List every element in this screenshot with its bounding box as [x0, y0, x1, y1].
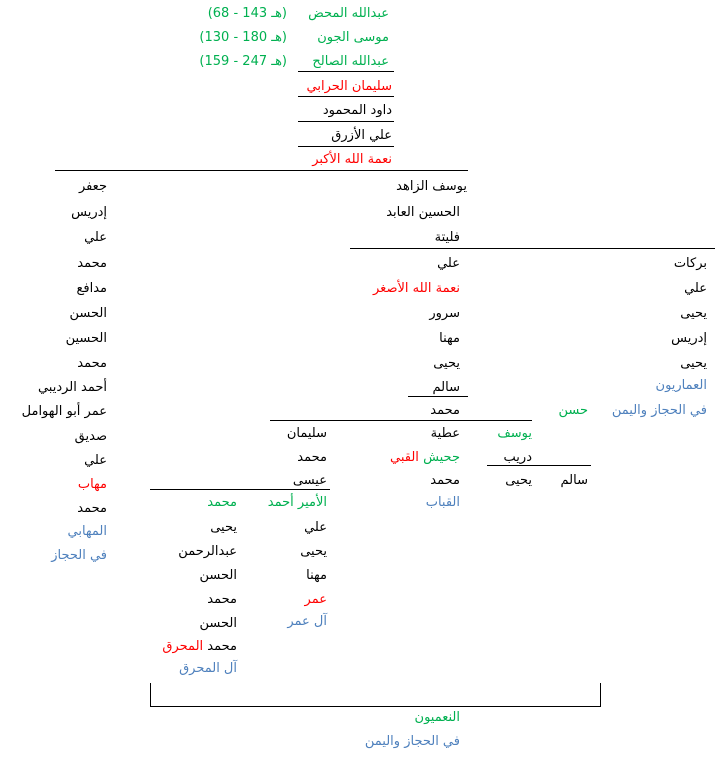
middle-column-name: يحيى	[433, 356, 460, 371]
branch-line	[487, 465, 591, 466]
muhammad-column-name: عبدالرحمن	[178, 544, 237, 559]
middle-column-name: مهنا	[439, 331, 460, 346]
left-column-name: مدافع	[76, 281, 107, 296]
connector-line	[298, 96, 394, 97]
muhammad-column-name: محمد	[207, 592, 237, 607]
yusuf-branch-name: سالم	[560, 473, 588, 488]
mahruq-name: محمد	[207, 639, 237, 654]
right-column-name: في الحجاز واليمن	[611, 403, 707, 418]
muhammad-column-name: الحسن	[199, 616, 237, 631]
left-column-name: الحسين	[65, 331, 107, 346]
left-column-name: صديق	[74, 429, 107, 444]
left-column-name: المهابي	[67, 524, 108, 539]
left-column-name: جعفر	[78, 179, 107, 194]
trunk-name: علي الأزرق	[331, 128, 392, 143]
left-column-name: في الحجاز	[51, 548, 107, 563]
left-column-name: مهاب	[77, 477, 107, 492]
muhammad-column-name: يحيى	[210, 520, 237, 535]
ancestor-dates: (هـ 247 - 159)	[199, 54, 287, 69]
yusuf-branch-name: يحيى	[505, 473, 532, 488]
suleiman-branch-name: عيسى	[292, 473, 327, 488]
connector-line	[408, 396, 468, 397]
middle-column-name: محمد	[430, 473, 460, 488]
ancestor-name: عبدالله المحض	[308, 6, 389, 21]
suleiman-branch-name: سليمان	[286, 426, 327, 441]
middle-column-name: علي	[437, 256, 460, 271]
left-column-name: محمد	[77, 356, 107, 371]
middle-column-name: الحسين العابد	[386, 205, 460, 220]
muhammad-column-name: الحسن	[199, 568, 237, 583]
mahruq-title: المحرق	[162, 639, 204, 654]
left-column-name: محمد	[77, 256, 107, 271]
prince-column-name: يحيى	[300, 544, 327, 559]
bracket-line	[600, 683, 601, 707]
ancestor-name: موسى الجون	[317, 30, 389, 45]
left-column-name: إدريس	[71, 205, 107, 220]
bracket-line	[150, 706, 601, 707]
middle-column-name: نعمة الله الأصغر	[373, 281, 460, 296]
ancestor-dates: (هـ 180 - 130)	[199, 30, 287, 45]
left-column-name: أحمد الرديبي	[37, 380, 107, 395]
left-column-name: علي	[84, 453, 107, 468]
right-column-name: يحيى	[680, 356, 707, 371]
muhammad-column-name: آل المحرق	[179, 661, 237, 676]
prince-title: الأمير أحمد	[268, 494, 327, 512]
branch-line	[150, 489, 330, 490]
ancestor-name: عبدالله الصالح	[312, 54, 389, 69]
hasan-name: حسن	[558, 403, 588, 418]
footer-subtitle: في الحجاز واليمن	[364, 734, 460, 749]
prince-prefix: الأمير	[297, 495, 327, 510]
middle-column-name: محمد	[430, 403, 460, 418]
left-column-name: الحسن	[69, 306, 107, 321]
bracket-line	[150, 683, 151, 707]
branch-line	[350, 248, 715, 249]
prince-column-name: آل عمر	[287, 614, 327, 629]
right-column-name: العماريون	[655, 378, 707, 393]
prince-column-name: مهنا	[306, 568, 327, 583]
footer-title: النعميون	[414, 710, 460, 725]
branch-line	[270, 420, 532, 421]
middle-column-name: سالم	[432, 380, 460, 395]
middle-column-name: يوسف الزاهد	[396, 179, 467, 194]
trunk-name: داود المحمود	[322, 103, 392, 118]
right-column-name: يحيى	[680, 306, 707, 321]
middle-column-name: جحيش القبي	[390, 449, 460, 467]
trunk-name: سليمان الحرابي	[306, 79, 392, 94]
muhammad-column-name: محمد المحرق	[162, 638, 237, 656]
yusuf-name: يوسف	[497, 426, 532, 441]
right-column-name: بركات	[673, 256, 707, 271]
suleiman-branch-name: محمد	[297, 450, 327, 465]
left-column-name: علي	[84, 230, 107, 245]
branch-line	[55, 170, 468, 171]
middle-column-name: سرور	[429, 306, 460, 321]
left-column-name: محمد	[77, 501, 107, 516]
muhammad-column-title: محمد	[207, 495, 237, 510]
jahish-name: جحيش	[423, 450, 460, 465]
connector-line	[298, 71, 394, 72]
left-column-name: عمر أبو الهوامل	[21, 404, 107, 419]
prince-name: أحمد	[267, 495, 294, 510]
ancestor-dates: (هـ 143 - 68)	[207, 6, 287, 21]
middle-column-name: عطية	[430, 426, 460, 441]
right-column-name: علي	[684, 281, 707, 296]
middle-column-name: القباب	[425, 495, 460, 510]
connector-line	[298, 121, 394, 122]
jahish-title: القبي	[390, 450, 419, 465]
yusuf-branch-name: دريب	[503, 450, 532, 465]
right-column-name: إدريس	[671, 331, 707, 346]
prince-column-name: علي	[304, 520, 327, 535]
prince-column-name: عمر	[304, 592, 327, 607]
trunk-name: نعمة الله الأكبر	[312, 152, 392, 167]
connector-line	[298, 146, 394, 147]
middle-column-name: فليتة	[434, 230, 460, 245]
